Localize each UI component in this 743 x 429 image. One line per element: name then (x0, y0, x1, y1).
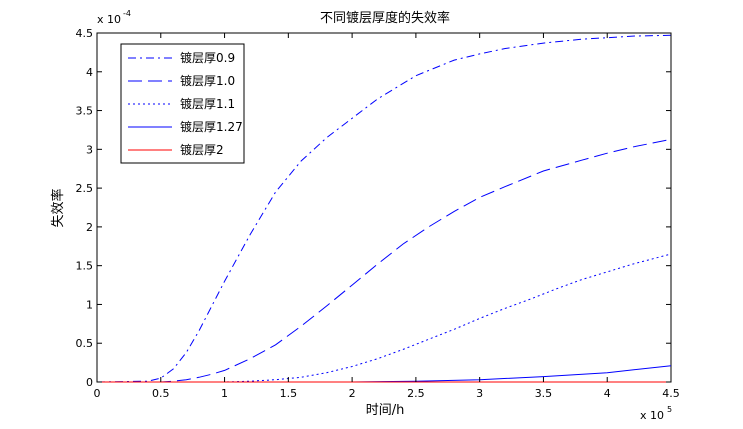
x-tick-label: 0.5 (152, 387, 170, 400)
y-tick-label: 4.5 (76, 27, 94, 40)
legend-label-2: 镀层厚1.1 (180, 97, 235, 111)
chart-title: 不同镀层厚度的失效率 (320, 10, 450, 26)
axis-ticks: 0 0.5 1 1.5 2 2.5 3 3.5 4 4.5 0 0.5 1 1.5 2 2.5 3 3.5 4 4.5 (76, 27, 680, 400)
legend-box (120, 43, 245, 164)
y-tick-label: 0.5 (76, 337, 94, 350)
x-tick-label: 4.5 (662, 387, 680, 400)
x-multiplier-exponent: 5 (667, 405, 672, 414)
x-tick-label: 3 (476, 387, 483, 400)
y-tick-label: 4 (86, 66, 93, 79)
y-multiplier-exponent: -4 (123, 9, 131, 18)
y-tick-label: 3.5 (76, 105, 94, 118)
y-tick-label: 3 (86, 143, 93, 156)
y-tick-label: 0 (86, 376, 93, 389)
legend-label-0: 镀层厚0.9 (180, 51, 235, 65)
x-tick-label: 1 (221, 387, 228, 400)
x-tick-label: 2.5 (407, 387, 425, 400)
x-tick-label: 3.5 (535, 387, 553, 400)
y-tick-label: 1.5 (76, 260, 94, 273)
legend: 镀层厚0.9 镀层厚1.0 镀层厚1.1 镀层厚1.27 镀层厚2 (120, 43, 245, 164)
y-tick-label: 2.5 (76, 182, 94, 195)
y-tick-label: 1 (86, 298, 93, 311)
y-tick-label: 2 (86, 221, 93, 234)
y-axis-multiplier: x 10 -4 (97, 9, 131, 26)
x-tick-label: 2 (349, 387, 356, 400)
legend-label-3: 镀层厚1.27 (180, 120, 243, 134)
series-line-0 (96, 34, 672, 383)
legend-label-4: 镀层厚2 (180, 143, 224, 157)
legend-label-1: 镀层厚1.0 (180, 74, 235, 88)
x-tick-label: 1.5 (280, 387, 298, 400)
series-line-1 (97, 138, 672, 383)
x-multiplier-base: x 10 (640, 409, 664, 422)
x-axis-multiplier: x 10 5 (640, 405, 672, 422)
y-axis-label: 失效率 (50, 188, 66, 227)
y-multiplier-base: x 10 (97, 13, 121, 26)
x-axis-label: 时间/h (366, 403, 405, 418)
x-tick-label: 4 (604, 387, 611, 400)
x-tick-label: 0 (94, 387, 101, 400)
